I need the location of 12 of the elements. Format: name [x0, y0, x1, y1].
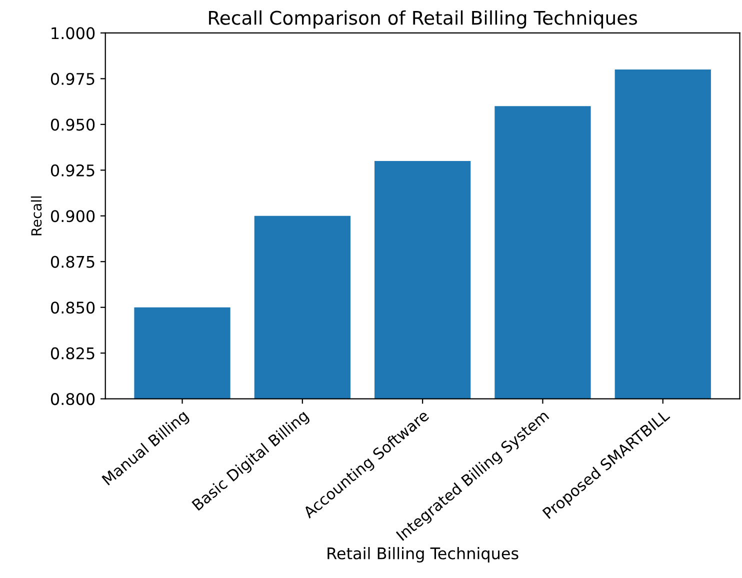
x-axis-title: Retail Billing Techniques — [328, 547, 518, 563]
chart-title: Recall Comparison of Retail Billing Techniques — [209, 10, 638, 29]
y-tick-label: 0.825 — [50, 347, 94, 360]
y-tick-label: 0.925 — [50, 164, 94, 176]
y-tick-label: 0.800 — [50, 393, 95, 406]
y-tick-label: 0.900 — [50, 210, 95, 222]
y-axis-title: Recall — [30, 196, 42, 236]
y-tick-label: 0.850 — [50, 302, 95, 314]
y-tick-label: 1.000 — [52, 27, 95, 40]
y-tick-label: 0.975 — [50, 72, 94, 85]
y-tick-label: 0.950 — [50, 118, 95, 131]
y-tick-label: 0.875 — [50, 256, 94, 268]
